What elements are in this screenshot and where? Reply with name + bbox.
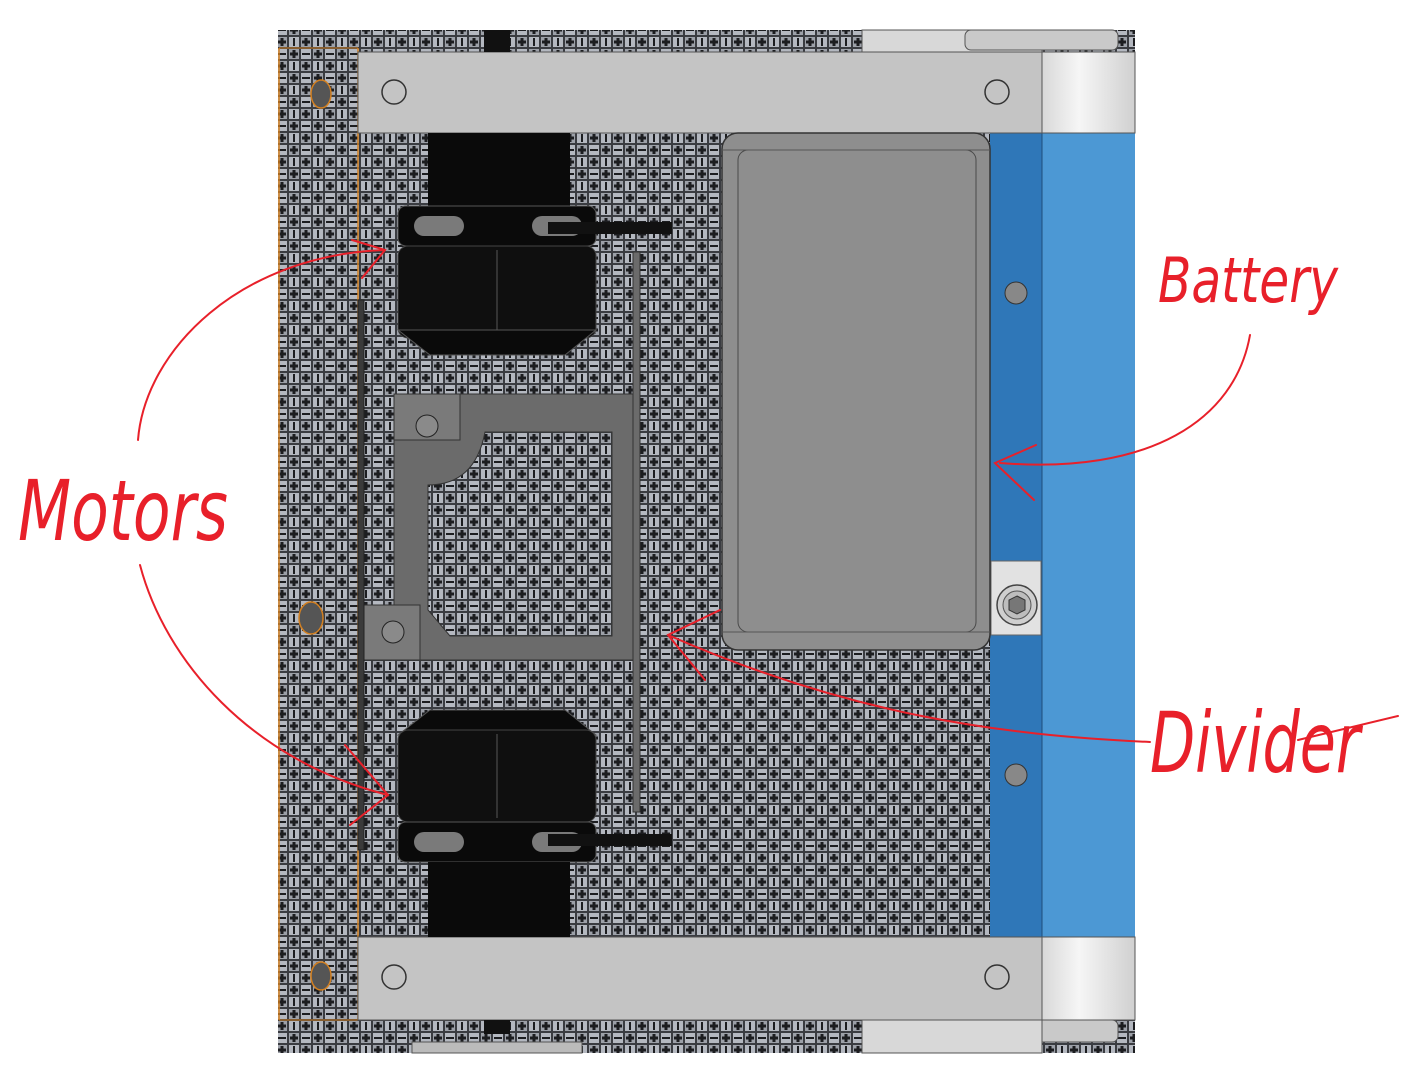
bolt-hole-icon bbox=[381, 964, 407, 990]
bolt-hole-icon bbox=[415, 414, 439, 438]
annotation-arrow-icon bbox=[139, 564, 389, 796]
side-wall-hole-top bbox=[310, 79, 332, 109]
annotation-arrow-icon bbox=[667, 634, 1151, 743]
divider-plate bbox=[357, 251, 641, 851]
label-divider: Divider bbox=[1150, 694, 1363, 792]
bolt-hole-icon bbox=[1004, 281, 1028, 305]
bolt-hole-icon bbox=[984, 79, 1010, 105]
bottom-frame-rail bbox=[357, 936, 1136, 1054]
side-wall-hole-mid bbox=[298, 601, 324, 635]
annotation-arrow-icon bbox=[999, 334, 1251, 466]
bolt-hole-icon bbox=[984, 964, 1010, 990]
motor-mount-plate bbox=[359, 393, 641, 661]
bolt-hole-icon bbox=[381, 620, 405, 644]
battery-pack bbox=[721, 132, 991, 651]
annotations bbox=[137, 239, 1399, 826]
bolt-hole-icon bbox=[381, 79, 407, 105]
top-frame-rail bbox=[357, 29, 1136, 134]
motor-top bbox=[396, 133, 672, 356]
side-wall-hole-bottom bbox=[310, 961, 332, 991]
bolt-hole-icon bbox=[1004, 763, 1028, 787]
motor-bottom bbox=[396, 709, 672, 937]
label-motors: Motors bbox=[18, 462, 228, 560]
right-wheel bbox=[990, 133, 1135, 937]
label-battery: Battery bbox=[1158, 244, 1339, 317]
hex-socket-screw-icon bbox=[996, 584, 1038, 626]
annotation-arrow-icon bbox=[137, 249, 386, 441]
left-side-wall bbox=[278, 47, 359, 1021]
